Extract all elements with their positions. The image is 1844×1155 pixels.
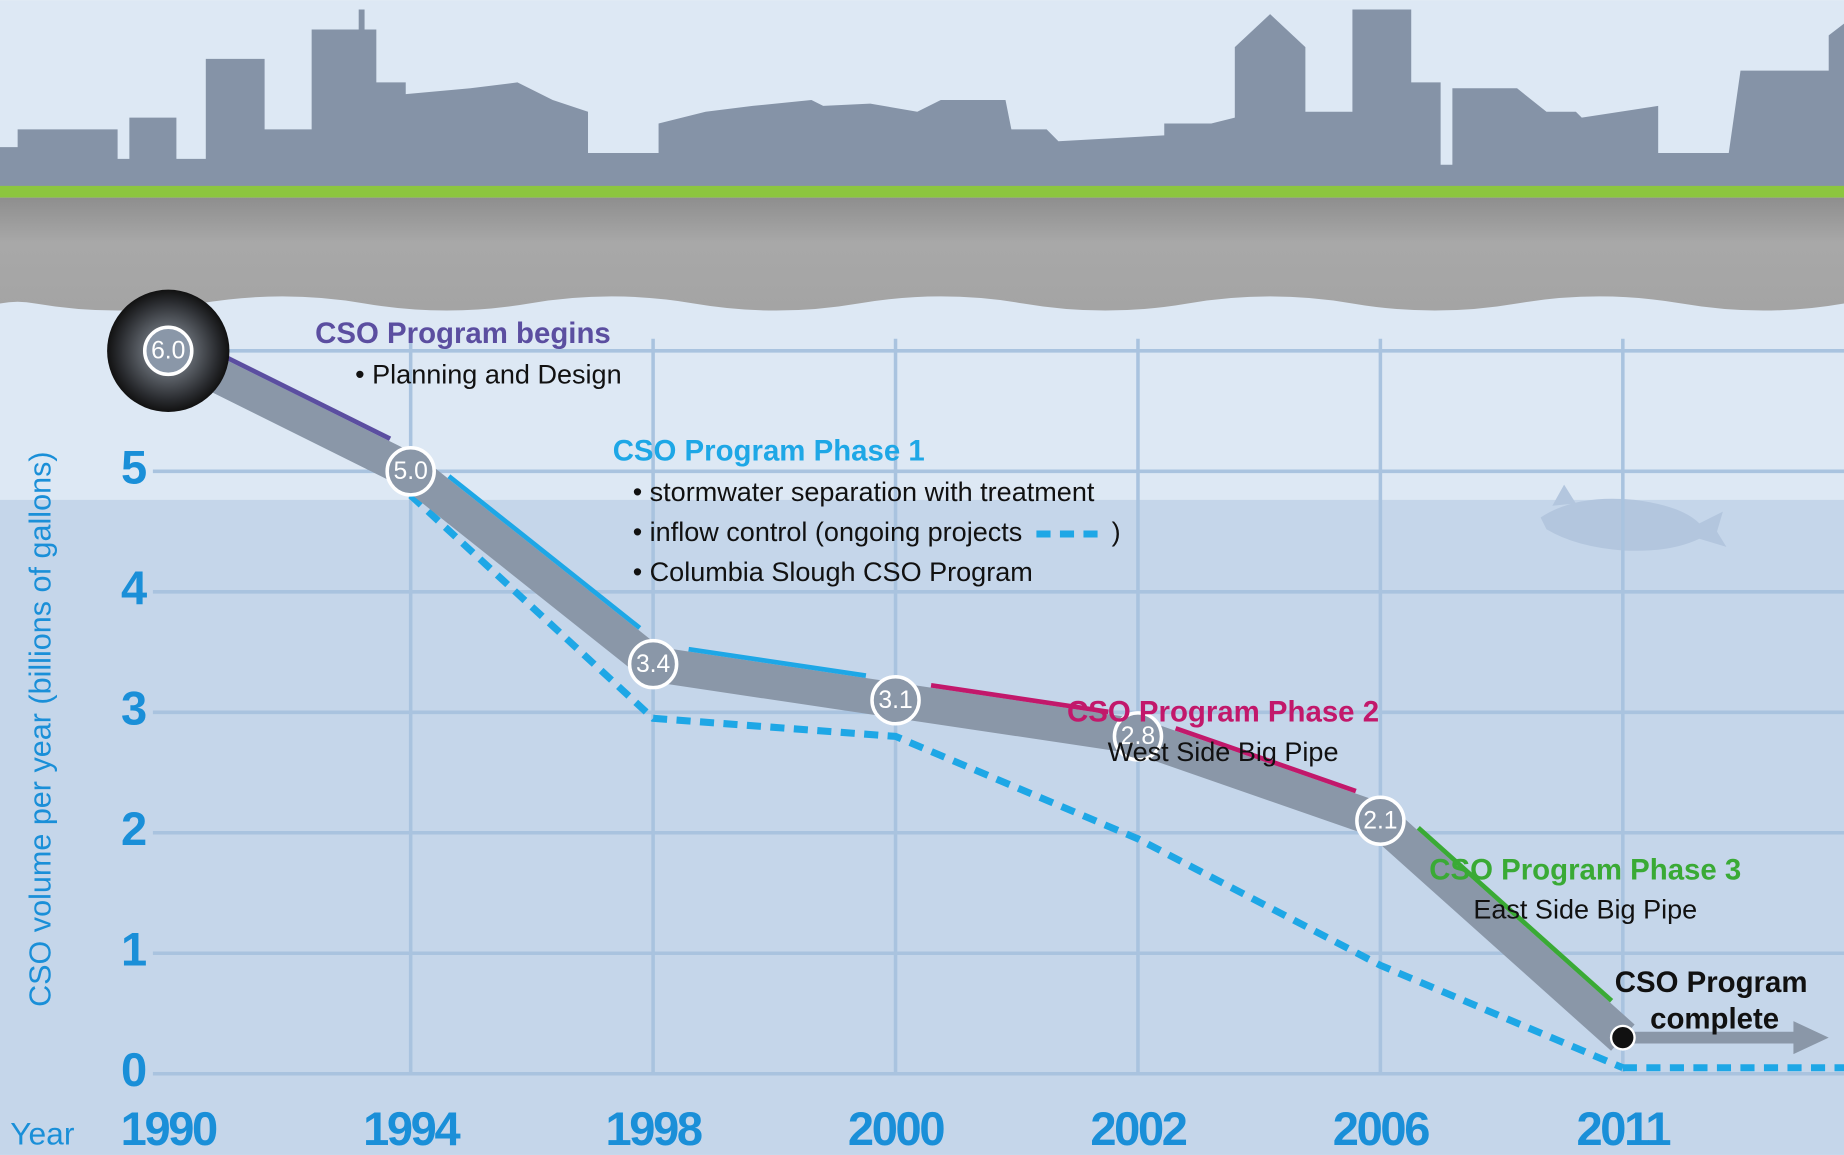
- x-tick-label: 2000: [848, 1102, 944, 1155]
- ground: [0, 198, 1844, 311]
- annotation-line: complete: [1650, 1003, 1779, 1036]
- point-label: 5.0: [394, 458, 428, 485]
- annotation-line: East Side Big Pipe: [1473, 895, 1697, 925]
- water: [0, 500, 1844, 1155]
- y-tick-label: 4: [121, 561, 147, 614]
- point-label: 6.0: [151, 338, 185, 365]
- annotation-title: CSO Program begins: [315, 317, 611, 350]
- grass: [0, 186, 1844, 198]
- annotation-title: CSO Program Phase 1: [613, 435, 925, 468]
- annotation-line: • stormwater separation with treatment: [633, 477, 1095, 507]
- x-tick-label: 1990: [121, 1102, 217, 1155]
- x-tick-label: 2002: [1090, 1102, 1186, 1155]
- x-tick-label: 2006: [1333, 1102, 1429, 1155]
- body: {"chart_data": { "type": "line", "y_labe…: [0, 0, 1844, 1155]
- x-axis-label: Year: [10, 1116, 75, 1152]
- annotation-line: West Side Big Pipe: [1108, 737, 1339, 767]
- y-tick-label: 1: [121, 923, 146, 976]
- y-tick-label: 2: [121, 802, 146, 855]
- y-tick-label: 3: [121, 682, 146, 735]
- annotation-line: • Planning and Design: [355, 360, 621, 390]
- point-label: 3.4: [636, 651, 670, 678]
- annotation-line: • inflow control (ongoing projects: [633, 517, 1023, 547]
- x-tick-label: 2011: [1577, 1102, 1671, 1155]
- y-axis-label: CSO volume per year (billions of gallons…: [23, 451, 57, 1006]
- point: [1611, 1026, 1635, 1050]
- chart: CSO volume per year (billions of gallons…: [0, 0, 1844, 1155]
- x-tick-label: 1994: [363, 1102, 460, 1155]
- point-label: 3.1: [878, 687, 912, 714]
- annotation-line: ): [1112, 517, 1121, 547]
- point-label: 2.1: [1363, 807, 1397, 834]
- y-tick-label: 5: [121, 441, 146, 494]
- annotation-line: • Columbia Slough CSO Program: [633, 557, 1033, 587]
- annotation-title: CSO Program: [1615, 966, 1808, 999]
- x-tick-label: 1998: [606, 1102, 702, 1155]
- annotation-title: CSO Program Phase 2: [1067, 696, 1379, 729]
- annotation-title: CSO Program Phase 3: [1429, 853, 1741, 886]
- page: html, body { margin: 0; padding: 0; over…: [0, 0, 1844, 1155]
- y-tick-label: 0: [121, 1043, 146, 1096]
